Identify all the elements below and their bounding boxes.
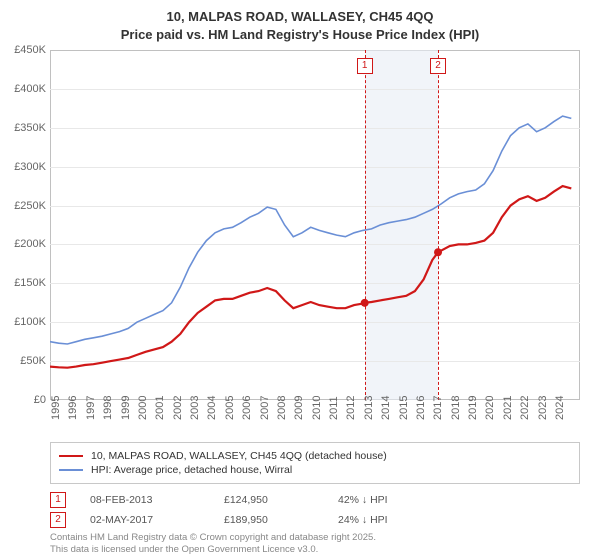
series-hpi_line	[50, 116, 571, 344]
event-row: 2 02-MAY-2017 £189,950 24% ↓ HPI	[50, 510, 580, 530]
series-svg	[50, 50, 580, 400]
xtick-label: 1998	[102, 396, 114, 420]
event-delta: 42% ↓ HPI	[338, 494, 388, 506]
xtick-label: 2000	[137, 396, 149, 420]
chart-container: 10, MALPAS ROAD, WALLASEY, CH45 4QQ Pric…	[0, 0, 600, 560]
xtick-label: 2003	[189, 396, 201, 420]
ytick-label: £450K	[2, 44, 46, 56]
xtick-label: 2023	[537, 396, 549, 420]
series-price_paid_line	[50, 186, 571, 368]
xtick-label: 2013	[363, 396, 375, 420]
xtick-label: 2007	[259, 396, 271, 420]
event-date: 08-FEB-2013	[90, 494, 200, 506]
xtick-label: 2018	[450, 396, 462, 420]
xtick-label: 2016	[415, 396, 427, 420]
xtick-label: 2001	[154, 396, 166, 420]
xtick-label: 2005	[224, 396, 236, 420]
xtick-label: 2008	[276, 396, 288, 420]
xtick-label: 2004	[206, 396, 218, 420]
xtick-label: 2010	[311, 396, 323, 420]
xtick-label: 2006	[241, 396, 253, 420]
ytick-label: £300K	[2, 161, 46, 173]
footer-attribution: Contains HM Land Registry data © Crown c…	[50, 532, 376, 557]
event-price: £189,950	[224, 514, 314, 526]
legend-swatch	[59, 469, 83, 471]
xtick-label: 2015	[398, 396, 410, 420]
ytick-label: £400K	[2, 83, 46, 95]
xtick-label: 2011	[328, 396, 340, 420]
xtick-label: 2020	[484, 396, 496, 420]
xtick-label: 2017	[432, 396, 444, 420]
plot-area: 12 £0£50K£100K£150K£200K£250K£300K£350K£…	[50, 50, 580, 400]
xtick-label: 2009	[293, 396, 305, 420]
xtick-label: 2021	[502, 396, 514, 420]
footer-line1: Contains HM Land Registry data © Crown c…	[50, 532, 376, 543]
xtick-label: 1996	[67, 396, 79, 420]
ytick-label: £50K	[2, 355, 46, 367]
ytick-label: £0	[2, 394, 46, 406]
xtick-label: 2024	[554, 396, 566, 420]
footer-line2: This data is licensed under the Open Gov…	[50, 544, 318, 555]
event-marker-box: 1	[50, 492, 66, 508]
title-line1: 10, MALPAS ROAD, WALLASEY, CH45 4QQ	[166, 9, 433, 24]
legend: 10, MALPAS ROAD, WALLASEY, CH45 4QQ (det…	[50, 442, 580, 484]
xtick-label: 1999	[120, 396, 132, 420]
event-delta: 24% ↓ HPI	[338, 514, 388, 526]
xtick-label: 1995	[50, 396, 62, 420]
event-label-box: 1	[357, 58, 373, 74]
xtick-label: 2014	[380, 396, 392, 420]
ytick-label: £350K	[2, 122, 46, 134]
events-table: 1 08-FEB-2013 £124,950 42% ↓ HPI 2 02-MA…	[50, 490, 580, 530]
ytick-label: £250K	[2, 200, 46, 212]
event-price: £124,950	[224, 494, 314, 506]
event-vline	[365, 50, 366, 400]
chart-title: 10, MALPAS ROAD, WALLASEY, CH45 4QQ Pric…	[0, 0, 600, 44]
xtick-label: 2002	[172, 396, 184, 420]
event-label-box: 2	[430, 58, 446, 74]
legend-label: 10, MALPAS ROAD, WALLASEY, CH45 4QQ (det…	[91, 450, 387, 462]
xtick-label: 1997	[85, 396, 97, 420]
xtick-label: 2012	[345, 396, 357, 420]
event-date: 02-MAY-2017	[90, 514, 200, 526]
xtick-label: 2019	[467, 396, 479, 420]
legend-swatch	[59, 455, 83, 457]
event-row: 1 08-FEB-2013 £124,950 42% ↓ HPI	[50, 490, 580, 510]
legend-item: 10, MALPAS ROAD, WALLASEY, CH45 4QQ (det…	[59, 449, 571, 463]
title-line2: Price paid vs. HM Land Registry's House …	[121, 27, 480, 42]
ytick-label: £200K	[2, 238, 46, 250]
ytick-label: £100K	[2, 316, 46, 328]
event-marker-box: 2	[50, 512, 66, 528]
ytick-label: £150K	[2, 277, 46, 289]
event-vline	[438, 50, 439, 400]
legend-item: HPI: Average price, detached house, Wirr…	[59, 463, 571, 477]
legend-label: HPI: Average price, detached house, Wirr…	[91, 464, 292, 476]
xtick-label: 2022	[519, 396, 531, 420]
